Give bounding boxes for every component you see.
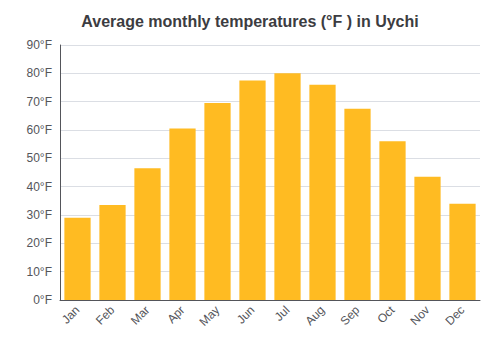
svg-text:Aug: Aug (302, 303, 327, 328)
svg-text:50°F: 50°F (27, 151, 52, 165)
svg-text:Oct: Oct (374, 303, 398, 327)
svg-text:80°F: 80°F (27, 66, 52, 80)
svg-text:Dec: Dec (442, 303, 467, 328)
svg-text:90°F: 90°F (27, 38, 52, 52)
svg-text:60°F: 60°F (27, 123, 52, 137)
svg-text:Feb: Feb (93, 303, 118, 328)
svg-text:Apr: Apr (164, 303, 187, 326)
svg-text:40°F: 40°F (27, 180, 52, 194)
svg-text:Mar: Mar (128, 303, 153, 327)
svg-text:Jun: Jun (234, 303, 258, 327)
svg-text:30°F: 30°F (27, 208, 52, 222)
svg-text:Nov: Nov (407, 303, 432, 328)
svg-text:Jan: Jan (59, 303, 83, 327)
svg-text:0°F: 0°F (33, 293, 52, 307)
svg-text:10°F: 10°F (27, 265, 52, 279)
svg-text:Sep: Sep (337, 303, 362, 328)
svg-text:May: May (197, 303, 223, 329)
svg-text:Average monthly temperatures (: Average monthly temperatures (°F ) in Uy… (81, 13, 418, 30)
svg-text:20°F: 20°F (27, 236, 52, 250)
svg-text:70°F: 70°F (27, 95, 52, 109)
svg-text:Jul: Jul (272, 303, 293, 324)
